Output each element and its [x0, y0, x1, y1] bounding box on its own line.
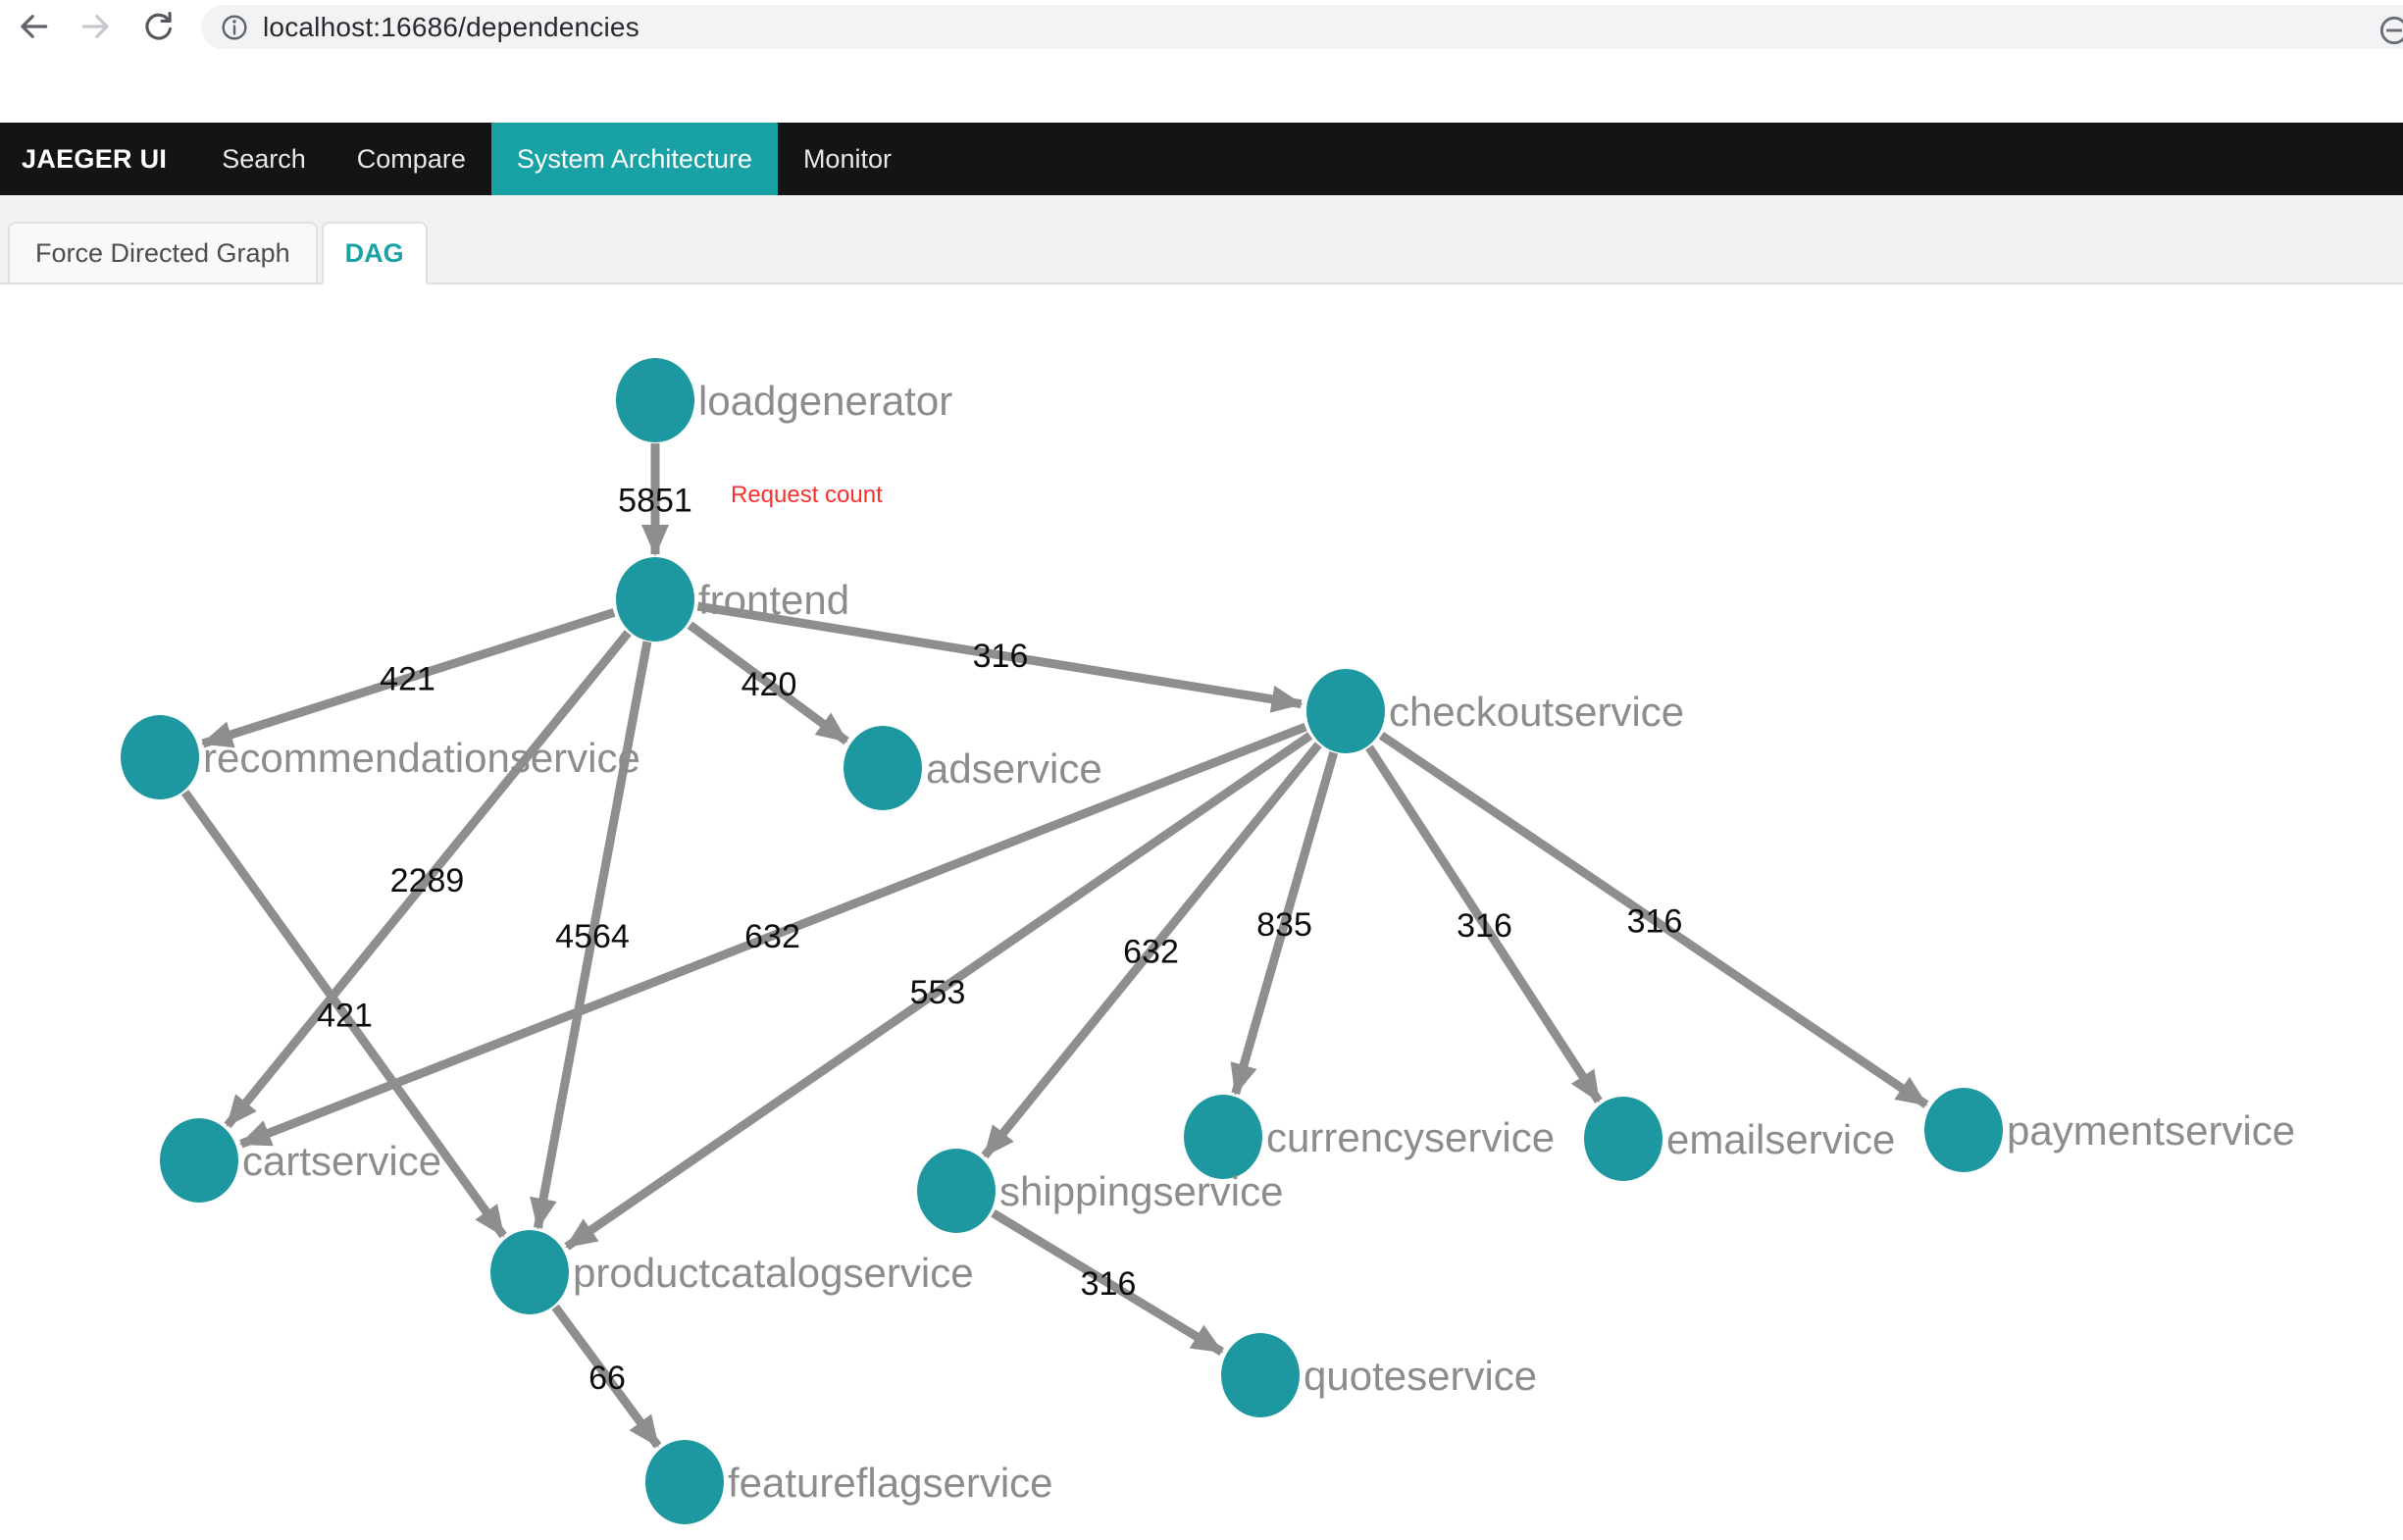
browser-back-button[interactable]: [12, 6, 55, 49]
graph-edge-recommendationservice-productcatalogservice: [181, 790, 507, 1239]
app-navbar: JAEGER UI Search Compare System Architec…: [0, 123, 2403, 195]
edge-count-frontend-productcatalogservice: 4564: [555, 918, 630, 955]
graph-edge-checkoutservice-productcatalogservice: [564, 732, 1313, 1251]
edge-count-frontend-adservice: 420: [741, 666, 797, 703]
edge-count-loadgenerator-frontend: 5851: [618, 483, 692, 520]
nav-item-compare[interactable]: Compare: [356, 143, 466, 174]
edge-count-frontend-recommendationservice: 421: [380, 661, 435, 698]
graph-edge-frontend-productcatalogservice: [530, 641, 652, 1230]
edge-count-checkoutservice-productcatalogservice: 553: [910, 974, 966, 1011]
tab-force-directed-graph[interactable]: Force Directed Graph: [8, 222, 318, 284]
graph-node-currencyservice[interactable]: [1184, 1095, 1262, 1179]
graph-edge-shippingservice-quoteservice: [991, 1208, 1225, 1356]
graph-node-recommendationservice[interactable]: [121, 715, 199, 799]
node-label-loadgenerator: loadgenerator: [698, 378, 952, 424]
site-info-icon[interactable]: [218, 11, 251, 44]
back-arrow-icon: [15, 8, 52, 48]
graph-edge-frontend-recommendationservice: [200, 608, 616, 748]
edge-count-checkoutservice-paymentservice: 316: [1627, 903, 1683, 941]
forward-arrow-icon: [77, 8, 115, 48]
node-label-quoteservice: quoteservice: [1304, 1353, 1537, 1399]
node-label-frontend: frontend: [698, 577, 849, 623]
graph-edge-checkoutservice-paymentservice: [1378, 731, 1929, 1108]
tab-dag[interactable]: DAG: [321, 222, 428, 284]
node-label-emailservice: emailservice: [1666, 1116, 1895, 1162]
brand-logo[interactable]: JAEGER UI: [22, 143, 168, 174]
edge-count-frontend-cartservice: 2289: [390, 862, 465, 899]
edge-count-shippingservice-quoteservice: 316: [1081, 1265, 1137, 1303]
dag-canvas: 5851 421 420 316 2289 4564 421 632 553 632 835 316 3…: [0, 284, 2403, 1540]
browser-toolbar: localhost:16686/dependencies: [0, 0, 2403, 61]
edge-count-recommendationservice-productcatalogservice: 421: [317, 998, 373, 1035]
edge-count-checkoutservice-emailservice: 316: [1457, 907, 1512, 945]
edge-count-checkoutservice-cartservice: 632: [744, 918, 800, 955]
url-bar[interactable]: localhost:16686/dependencies: [201, 5, 2403, 49]
graph-node-frontend[interactable]: [616, 557, 694, 642]
node-label-paymentservice: paymentservice: [2007, 1107, 2295, 1154]
reload-icon: [140, 8, 178, 48]
node-label-adservice: adservice: [926, 745, 1102, 792]
graph-node-cartservice[interactable]: [160, 1118, 238, 1203]
graph-node-shippingservice[interactable]: [917, 1149, 996, 1233]
node-label-cartservice: cartservice: [242, 1138, 441, 1184]
edge-count-frontend-checkoutservice: 316: [973, 638, 1029, 675]
url-text: localhost:16686/dependencies: [263, 11, 639, 42]
graph-node-paymentservice[interactable]: [1924, 1088, 2003, 1172]
nav-item-system-architecture[interactable]: System Architecture: [490, 123, 778, 195]
graph-node-adservice[interactable]: [844, 726, 922, 810]
browser-reload-button[interactable]: [137, 6, 180, 49]
graph-node-emailservice[interactable]: [1584, 1097, 1662, 1181]
graph-edge-checkoutservice-currencyservice: [1230, 751, 1339, 1096]
node-label-checkoutservice: checkoutservice: [1389, 689, 1684, 735]
node-label-recommendationservice: recommendationservice: [203, 735, 640, 781]
edge-count-checkoutservice-currencyservice: 835: [1256, 906, 1312, 944]
graph-edge-checkoutservice-cartservice: [238, 722, 1307, 1149]
architecture-tabs: Force Directed Graph DAG: [0, 195, 2403, 284]
graph-edge-checkoutservice-shippingservice: [981, 742, 1322, 1159]
nav-item-monitor[interactable]: Monitor: [802, 143, 892, 174]
dependency-graph[interactable]: 5851 421 420 316 2289 4564 421 632 553 632 835 316 3…: [0, 284, 2403, 1540]
edge-count-checkoutservice-shippingservice: 632: [1123, 934, 1179, 971]
nodes-layer: [121, 358, 2003, 1524]
nav-item-search[interactable]: Search: [222, 143, 306, 174]
labels-layer: 5851 421 420 316 2289 4564 421 632 553 632 835 316 3…: [203, 378, 2295, 1506]
node-label-productcatalogservice: productcatalogservice: [573, 1250, 974, 1296]
graph-edge-frontend-cartservice: [224, 630, 632, 1129]
graph-edge-checkoutservice-emailservice: [1365, 744, 1603, 1104]
node-label-shippingservice: shippingservice: [999, 1168, 1284, 1214]
node-label-featureflagservice: featureflagservice: [728, 1460, 1053, 1506]
graph-node-featureflagservice[interactable]: [645, 1440, 724, 1524]
edge-count-productcatalogservice-featureflagservice: 66: [588, 1360, 626, 1397]
request-count-annotation: Request count: [731, 482, 883, 508]
blocked-content-icon[interactable]: [2376, 12, 2403, 49]
node-label-currencyservice: currencyservice: [1266, 1114, 1555, 1160]
graph-node-checkoutservice[interactable]: [1306, 669, 1385, 753]
graph-node-quoteservice[interactable]: [1221, 1333, 1300, 1417]
edges-layer: [181, 443, 1929, 1449]
graph-node-loadgenerator[interactable]: [616, 358, 694, 442]
browser-forward-button[interactable]: [75, 6, 118, 49]
graph-edge-frontend-checkoutservice: [696, 601, 1304, 713]
graph-node-productcatalogservice[interactable]: [490, 1230, 569, 1314]
graph-edge-frontend-adservice: [687, 621, 849, 745]
browser-content-gap: [0, 61, 2403, 123]
graph-edge-productcatalogservice-featureflagservice: [551, 1304, 662, 1449]
